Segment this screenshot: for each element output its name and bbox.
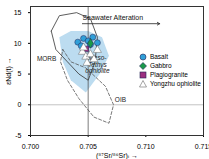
- svg-text:OIB: OIB: [115, 96, 126, 103]
- svg-text:10: 10: [14, 40, 22, 47]
- svg-text:0.700: 0.700: [22, 143, 40, 150]
- svg-text:5: 5: [18, 70, 22, 77]
- svg-text:15: 15: [14, 9, 22, 16]
- html-text:Plagiogranite: Plagiogranite: [149, 71, 188, 78]
- svg-text:-5: -5: [15, 132, 21, 139]
- svg-text:0.715: 0.715: [195, 143, 209, 150]
- html-text:Basalt: Basalt: [149, 53, 168, 60]
- html-text:ophiolite: ophiolite: [85, 67, 110, 75]
- html-text:Yongzhu ophiolite: Yongzhu ophiolite: [149, 80, 201, 87]
- html-text:Gabbro: Gabbro: [149, 62, 172, 69]
- html-text:Tethys: Tethys: [87, 60, 107, 68]
- svg-text:0.710: 0.710: [137, 143, 155, 150]
- svg-text:0.705: 0.705: [79, 143, 97, 150]
- svg-text:(⁸⁷Sr/⁸⁶Sr)ᵢ →: (⁸⁷Sr/⁸⁶Sr)ᵢ →: [96, 152, 138, 159]
- svg-text:εNd(t) →: εNd(t) →: [5, 57, 13, 85]
- svg-text:Seawater Alteration: Seawater Alteration: [82, 14, 143, 21]
- html-text:Meso-: Meso-: [88, 54, 107, 62]
- svg-text:MORB: MORB: [37, 55, 57, 62]
- svg-text:0: 0: [18, 101, 22, 108]
